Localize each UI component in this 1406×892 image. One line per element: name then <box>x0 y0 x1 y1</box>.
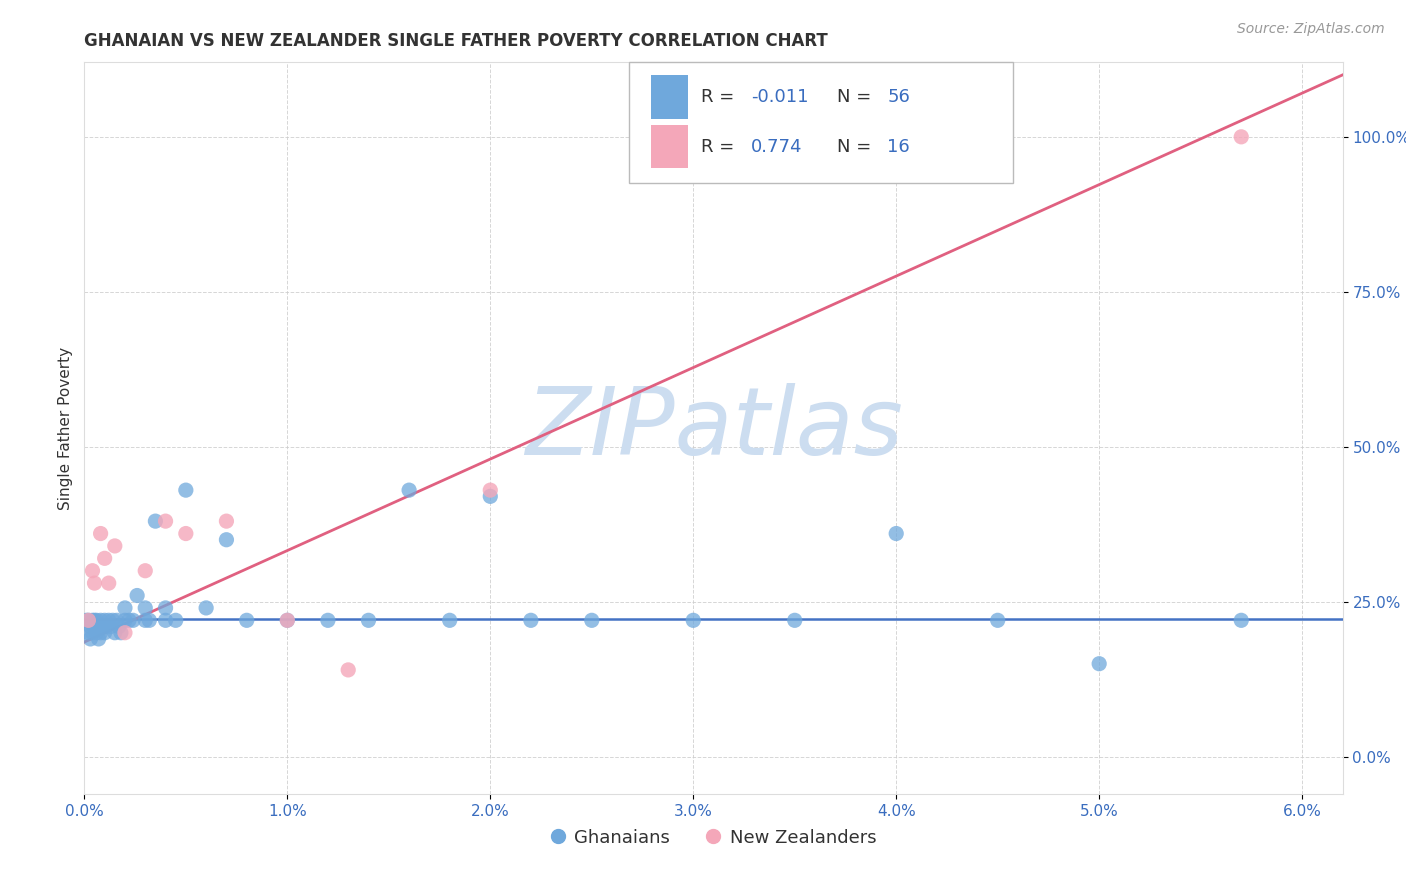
Point <box>581 613 603 627</box>
Point <box>93 613 115 627</box>
Point <box>101 613 124 627</box>
Point <box>127 589 149 603</box>
Text: 16: 16 <box>887 137 910 155</box>
Point <box>1088 657 1111 671</box>
Point <box>1230 613 1253 627</box>
Point <box>93 625 115 640</box>
Point <box>86 613 108 627</box>
Point <box>86 625 108 640</box>
Text: ZIPatlas: ZIPatlas <box>524 383 903 474</box>
Point <box>1230 129 1253 144</box>
Point <box>174 526 197 541</box>
Text: -0.011: -0.011 <box>751 87 808 106</box>
Point <box>83 576 105 591</box>
Point <box>145 514 167 528</box>
Point <box>114 625 136 640</box>
Point <box>90 526 112 541</box>
Point <box>520 613 543 627</box>
Point <box>987 613 1010 627</box>
Point <box>276 613 298 627</box>
Point <box>93 551 115 566</box>
Point <box>97 613 120 627</box>
Point <box>97 576 120 591</box>
Point <box>357 613 380 627</box>
Point <box>134 613 156 627</box>
Point <box>77 613 100 627</box>
Point <box>215 533 238 547</box>
Legend: Ghanaians, New Zealanders: Ghanaians, New Zealanders <box>544 822 883 855</box>
Y-axis label: Single Father Poverty: Single Father Poverty <box>58 347 73 509</box>
Point <box>479 489 502 503</box>
Point <box>104 625 127 640</box>
Point <box>82 613 104 627</box>
Point <box>83 619 105 633</box>
Text: N =: N = <box>837 137 877 155</box>
Text: R =: R = <box>702 137 740 155</box>
Point <box>75 613 97 627</box>
Point <box>87 632 110 646</box>
Point <box>118 613 141 627</box>
Point <box>77 613 100 627</box>
Point <box>155 514 177 528</box>
Point <box>155 613 177 627</box>
Point <box>77 625 100 640</box>
Point <box>276 613 298 627</box>
Text: GHANAIAN VS NEW ZEALANDER SINGLE FATHER POVERTY CORRELATION CHART: GHANAIAN VS NEW ZEALANDER SINGLE FATHER … <box>84 32 828 50</box>
Point <box>82 625 104 640</box>
Point <box>83 613 105 627</box>
Bar <box>651 75 689 119</box>
Point <box>104 539 127 553</box>
Point <box>215 514 238 528</box>
Point <box>79 632 101 646</box>
Bar <box>651 125 689 169</box>
Point <box>316 613 339 627</box>
Point <box>682 613 704 627</box>
Point <box>93 619 115 633</box>
Point <box>155 601 177 615</box>
Point <box>90 625 112 640</box>
Point <box>195 601 218 615</box>
Point <box>82 564 104 578</box>
Text: 56: 56 <box>887 87 910 106</box>
Point <box>337 663 360 677</box>
Point <box>90 613 112 627</box>
Point <box>122 613 145 627</box>
Point <box>91 619 114 633</box>
Point <box>439 613 461 627</box>
Text: N =: N = <box>837 87 877 106</box>
Text: Source: ZipAtlas.com: Source: ZipAtlas.com <box>1237 22 1385 37</box>
Point <box>114 601 136 615</box>
Point <box>110 625 132 640</box>
Point <box>138 613 160 627</box>
Point <box>165 613 187 627</box>
Point <box>114 613 136 627</box>
Point <box>398 483 420 497</box>
Point <box>105 613 128 627</box>
FancyBboxPatch shape <box>630 62 1014 183</box>
Point <box>134 564 156 578</box>
Point <box>235 613 257 627</box>
Point <box>783 613 806 627</box>
Point <box>884 526 907 541</box>
Point <box>79 619 101 633</box>
Point <box>108 619 131 633</box>
Text: R =: R = <box>702 87 740 106</box>
Point <box>479 483 502 497</box>
Point <box>100 619 122 633</box>
Text: 0.774: 0.774 <box>751 137 803 155</box>
Point <box>134 601 156 615</box>
Point <box>87 619 110 633</box>
Point <box>174 483 197 497</box>
